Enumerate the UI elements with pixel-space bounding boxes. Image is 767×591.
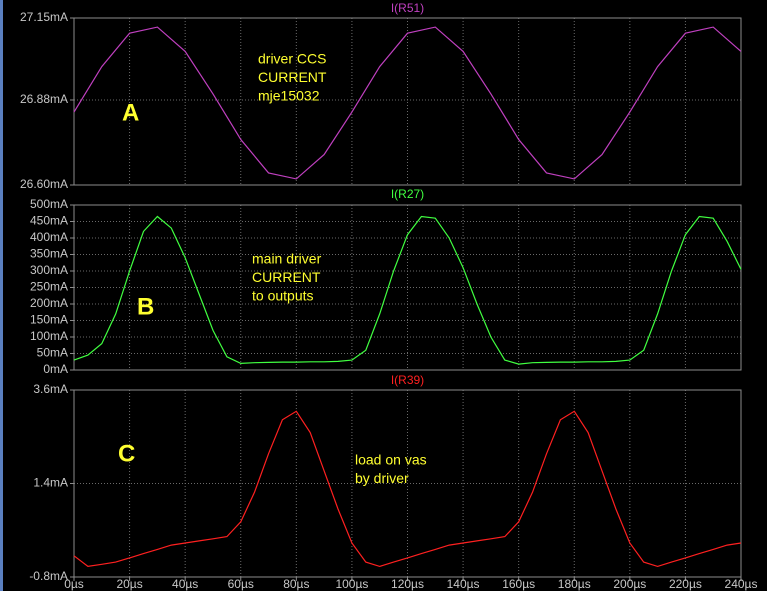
x-tick-label: 0µs [64, 577, 84, 591]
y-tick-label: 3.6mA [33, 382, 68, 396]
y-tick-label: 50mA [37, 346, 68, 360]
plot-frame [73, 389, 742, 578]
y-tick-label: 26.88mA [20, 92, 68, 106]
window-border [0, 0, 3, 591]
annotation: driver CCS [258, 51, 326, 67]
annotation: to outputs [252, 288, 314, 304]
x-tick-label: 240µs [725, 577, 758, 591]
x-tick-label: 180µs [558, 577, 591, 591]
trace [73, 215, 742, 365]
y-tick-label: 400mA [30, 230, 68, 244]
y-tick-label: 1.4mA [33, 476, 68, 490]
plot-frame [73, 17, 742, 186]
x-tick-label: 20µs [116, 577, 142, 591]
y-tick-label: 450mA [30, 214, 68, 228]
annotation: load on vas [355, 452, 427, 468]
trace-title: I(R27) [391, 187, 424, 201]
plot-frame [73, 204, 742, 371]
annotation: by driver [355, 470, 409, 486]
y-tick-label: 0mA [43, 362, 68, 376]
x-tick-label: 120µs [391, 577, 424, 591]
y-tick-label: 100mA [30, 329, 68, 343]
y-tick-label: 300mA [30, 263, 68, 277]
y-tick-label: 350mA [30, 247, 68, 261]
x-tick-label: 80µs [283, 577, 309, 591]
y-tick-label: 26.60mA [20, 177, 68, 191]
trace-title: I(R39) [391, 373, 424, 387]
annotation: CURRENT [252, 269, 321, 285]
x-tick-label: 140µs [447, 577, 480, 591]
trace [73, 410, 742, 568]
x-tick-label: 40µs [172, 577, 198, 591]
y-tick-label: 500mA [30, 197, 68, 211]
x-tick-label: 200µs [613, 577, 646, 591]
panel-label: C [118, 440, 135, 467]
y-tick-label: 250mA [30, 280, 68, 294]
trace [73, 26, 742, 180]
y-tick-label: -0.8mA [29, 569, 68, 583]
annotation: CURRENT [258, 69, 327, 85]
annotation: main driver [252, 251, 322, 267]
x-tick-label: 160µs [502, 577, 535, 591]
panel-label: B [137, 293, 154, 320]
y-tick-label: 27.15mA [20, 10, 68, 24]
x-tick-label: 60µs [228, 577, 254, 591]
y-tick-label: 150mA [30, 313, 68, 327]
panel-label: A [122, 99, 139, 126]
x-tick-label: 220µs [669, 577, 702, 591]
trace-title: I(R51) [391, 1, 424, 15]
x-tick-label: 100µs [335, 577, 368, 591]
y-tick-label: 200mA [30, 296, 68, 310]
annotation: mje15032 [258, 88, 320, 104]
